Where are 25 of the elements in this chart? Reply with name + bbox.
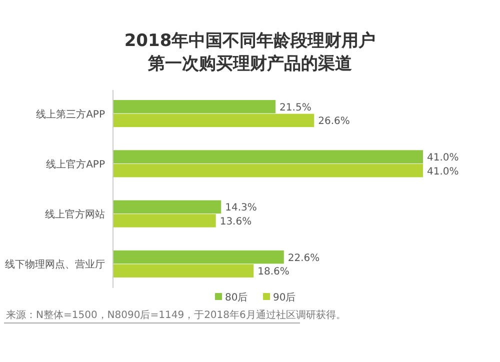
y-tick-label: 线下物理网点、营业厅 (5, 258, 105, 271)
data-label: 13.6% (220, 216, 252, 228)
y-tick-label: 线上官方网站 (45, 208, 105, 221)
data-label: 21.5% (280, 102, 312, 114)
bar (113, 264, 254, 278)
bar (113, 100, 276, 114)
bar (113, 200, 222, 214)
y-tick-label: 线上官方APP (46, 158, 105, 170)
bar (113, 114, 314, 128)
chart-subtitle: 第一次购买理财产品的渠道 (147, 54, 352, 74)
data-label: 22.6% (288, 252, 320, 264)
legend-label: 80后 (225, 292, 248, 304)
data-label: 26.6% (318, 116, 350, 128)
bar (113, 150, 423, 164)
bar (113, 214, 216, 228)
bar (113, 250, 284, 264)
data-label: 18.6% (258, 266, 290, 278)
y-tick-label: 线上第三方APP (36, 108, 105, 120)
chart-title: 2018年中国不同年龄段理财用户 (124, 31, 376, 51)
legend-label: 90后 (273, 292, 296, 304)
bar (113, 164, 423, 178)
data-label: 41.0% (427, 152, 459, 164)
data-label: 41.0% (427, 166, 459, 178)
data-label: 14.3% (225, 202, 257, 214)
source-note: 来源：N整体=1500，N8090后=1149，于2018年6月通过社区调研获得。 (6, 309, 346, 321)
